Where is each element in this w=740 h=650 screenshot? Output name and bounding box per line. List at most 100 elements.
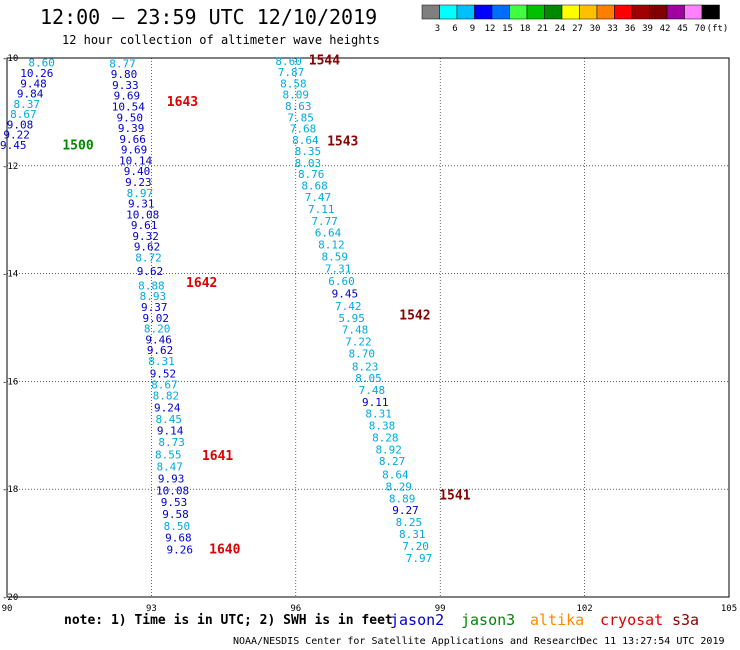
- axis-ticks: 90 93 96 99 102 105 -10 -12 -14 -16 -18 -20: [2, 54, 738, 614]
- wave-height-value: 8.60: [28, 56, 55, 69]
- wave-height-value: 7.68: [290, 123, 317, 136]
- color-scale-swatch: [456, 4, 475, 20]
- wave-height-value: 8.76: [298, 168, 325, 181]
- wave-height-value: 8.03: [295, 157, 322, 170]
- wave-height-value: 7.11: [308, 203, 335, 216]
- wave-height-value: 8.28: [372, 431, 399, 444]
- wave-height-value: 9.93: [158, 472, 185, 485]
- color-scale-label: 27: [572, 24, 583, 34]
- wave-height-value: 8.27: [379, 455, 406, 468]
- wave-height-value: 9.23: [125, 176, 152, 189]
- color-scale-label: 45: [677, 24, 688, 34]
- color-scale-swatch: [561, 4, 580, 20]
- color-scale-legend: 3 6 9 12 15 18 21 24 27 30 33 36 39 42 45 70 (ft): [421, 4, 728, 34]
- wave-height-value: 6.64: [315, 227, 342, 240]
- wave-height-value: 9.27: [392, 504, 419, 517]
- wave-height-value: 9.37: [141, 301, 168, 314]
- wave-height-value: 9.58: [162, 508, 189, 521]
- color-scale-label: 36: [625, 24, 636, 34]
- wave-height-value: 8.55: [155, 449, 182, 462]
- wave-height-value: 8.93: [140, 290, 167, 303]
- wave-height-value: 7.22: [345, 336, 372, 349]
- latitude-tick-label: -12: [2, 162, 18, 172]
- wave-height-value: 8.31: [148, 355, 175, 368]
- satellite-legend: jason2 jason3 altika cryosat s3a: [390, 611, 699, 629]
- wave-height-value: 9.22: [3, 129, 30, 142]
- latitude-tick-label: -20: [2, 593, 18, 603]
- color-scale-swatch: [596, 4, 615, 20]
- wave-height-value: 7.48: [342, 324, 369, 337]
- wave-height-value: 5.95: [338, 312, 365, 325]
- pass-time-label: 1643: [167, 95, 198, 110]
- wave-height-value: 10.26: [20, 67, 53, 80]
- latitude-tick-label: -14: [2, 270, 18, 280]
- color-scale-label: 9: [470, 24, 475, 34]
- wave-height-value: 8.92: [375, 443, 402, 456]
- wave-height-value: 8.63: [285, 100, 312, 113]
- wave-height-value: 7.85: [287, 111, 314, 124]
- color-scale-swatch: [439, 4, 458, 20]
- wave-height-value: 8.12: [318, 238, 345, 251]
- satellite-legend-s3a: s3a: [672, 611, 699, 629]
- wave-height-value: 7.87: [278, 66, 305, 79]
- note-text: note: 1) Time is in UTC; 2) SWH is in fe…: [64, 613, 393, 628]
- color-scale-label: 12: [485, 24, 496, 34]
- wave-height-value: 8.45: [155, 413, 182, 426]
- wave-height-value: 9.02: [142, 312, 169, 325]
- color-scale-swatch: [509, 4, 528, 20]
- wave-height-value: 8.31: [365, 408, 392, 421]
- color-scale-label: 24: [555, 24, 566, 34]
- pass-time-label: 1641: [202, 449, 233, 464]
- wave-height-value: 9.52: [150, 367, 177, 380]
- wave-height-value: 10.08: [126, 208, 159, 221]
- wave-height-value: 8.97: [127, 187, 154, 200]
- pass-time-label: 1543: [327, 135, 358, 150]
- color-scale-swatch: [631, 4, 650, 20]
- wave-height-value: 9.84: [17, 88, 44, 101]
- satellite-legend-jason3: jason3: [461, 611, 515, 629]
- color-scale-swatch: [614, 4, 633, 20]
- wave-height-value: 7.31: [325, 263, 352, 276]
- wave-height-value: 8.47: [156, 461, 183, 474]
- color-scale-swatch: [649, 4, 668, 20]
- wave-height-value: 9.61: [131, 219, 158, 232]
- wave-height-value: 9.08: [7, 118, 34, 131]
- color-scale-label: 39: [642, 24, 653, 34]
- wave-height-value: 10.08: [156, 484, 189, 497]
- wave-height-value: 8.37: [13, 98, 40, 111]
- color-scale-swatch: [544, 4, 563, 20]
- wave-height-value: 8.25: [396, 516, 423, 529]
- color-scale-label: 70: [695, 24, 706, 34]
- wave-height-value: 9.11: [362, 396, 389, 409]
- wave-height-value: 8.72: [135, 251, 162, 264]
- pass-time-label: 1544: [309, 54, 340, 69]
- page-title: 12:00 – 23:59 UTC 12/10/2019: [40, 5, 377, 29]
- pass-time-label: 1542: [399, 309, 430, 324]
- wave-height-value: 9.69: [121, 144, 148, 157]
- wave-height-value: 8.23: [352, 360, 379, 373]
- wave-height-value: 6.60: [328, 275, 355, 288]
- wave-height-value: 8.64: [292, 134, 319, 147]
- wave-height-value: 9.39: [118, 122, 145, 135]
- footer-source: NOAA/NESDIS Center for Satellite Applica…: [233, 636, 582, 647]
- wave-height-value: 9.80: [111, 68, 138, 81]
- wave-height-value: 8.89: [389, 492, 416, 505]
- latitude-tick-label: -18: [2, 485, 18, 495]
- pass-time-label: 1500: [62, 138, 93, 153]
- graticule: [7, 58, 729, 597]
- satellite-legend-jason2: jason2: [390, 611, 444, 629]
- wave-height-value: 9.14: [157, 424, 184, 437]
- wave-height-value: 9.62: [147, 344, 174, 357]
- longitude-tick-label: 99: [435, 604, 446, 614]
- longitude-tick-label: 105: [721, 604, 737, 614]
- wave-height-value: 8.60: [275, 55, 302, 68]
- pass-time-label: 1541: [439, 489, 470, 504]
- wave-height-value: 8.29: [386, 481, 413, 494]
- wave-height-value: 9.48: [20, 77, 47, 90]
- pass-time-label: 1640: [209, 543, 240, 558]
- pass-time-label: 1642: [186, 276, 217, 291]
- wave-height-value: 9.24: [154, 401, 181, 414]
- longitude-tick-label: 93: [146, 604, 157, 614]
